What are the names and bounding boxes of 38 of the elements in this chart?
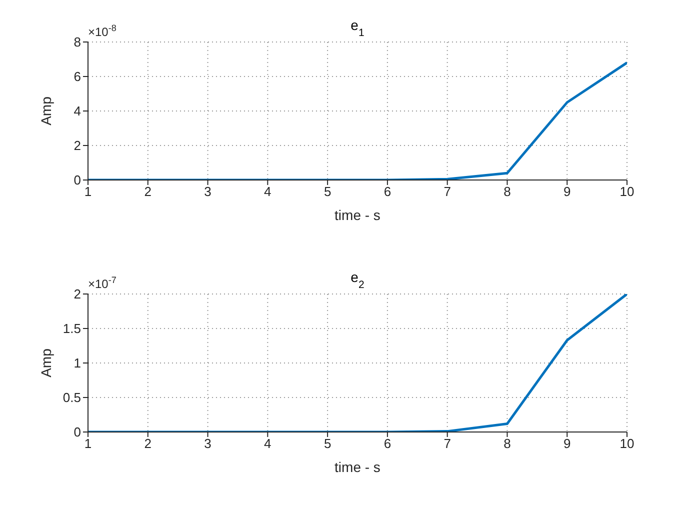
y-tick-label: 0 <box>74 424 81 440</box>
x-tick-label: 4 <box>264 436 272 452</box>
x-tick-label: 8 <box>504 184 511 200</box>
y-tick-label: 0 <box>74 172 81 188</box>
x-tick-label: 5 <box>324 436 332 452</box>
x-axis-title: time - s <box>334 207 380 223</box>
x-tick-label: 6 <box>384 184 392 200</box>
y-tick-label: 0.5 <box>62 390 81 406</box>
x-tick-label: 5 <box>324 184 332 200</box>
x-tick-label: 7 <box>444 436 451 452</box>
y-tick-label: 6 <box>74 69 81 84</box>
y-tick-label: 8 <box>74 34 81 50</box>
x-tick-label: 1 <box>84 184 92 200</box>
x-tick-label: 10 <box>620 436 634 452</box>
x-tick-label: 2 <box>144 436 152 452</box>
text: ×10$^{-7}$ <box>88 275 116 291</box>
x-tick-label: 9 <box>563 184 571 200</box>
x-tick-label: 3 <box>204 184 212 200</box>
chart-title: e$_{1}$ <box>350 17 364 39</box>
x-tick-label: 6 <box>384 436 392 452</box>
y-tick-label: 2 <box>74 138 81 154</box>
x-tick-label: 10 <box>620 184 634 200</box>
y-tick-label: 1.5 <box>62 321 81 336</box>
x-axis-title: time - s <box>334 459 380 475</box>
y-tick-label: 4 <box>74 104 81 119</box>
x-tick-label: 9 <box>563 436 571 452</box>
x-tick-label: 2 <box>144 184 152 200</box>
chart-title: e$_{2}$ <box>350 269 364 291</box>
y-tick-label: 2 <box>74 286 81 302</box>
y-axis-title: Amp <box>38 348 54 378</box>
x-tick-label: 1 <box>84 436 92 452</box>
x-tick-label: 7 <box>444 184 451 200</box>
y-tick-label: 1 <box>74 356 81 371</box>
y-axis-title: Amp <box>38 96 54 126</box>
x-tick-label: 4 <box>264 184 272 200</box>
x-tick-label: 8 <box>504 436 511 452</box>
x-tick-label: 3 <box>204 436 212 452</box>
text: ×10$^{-8}$ <box>88 23 116 39</box>
